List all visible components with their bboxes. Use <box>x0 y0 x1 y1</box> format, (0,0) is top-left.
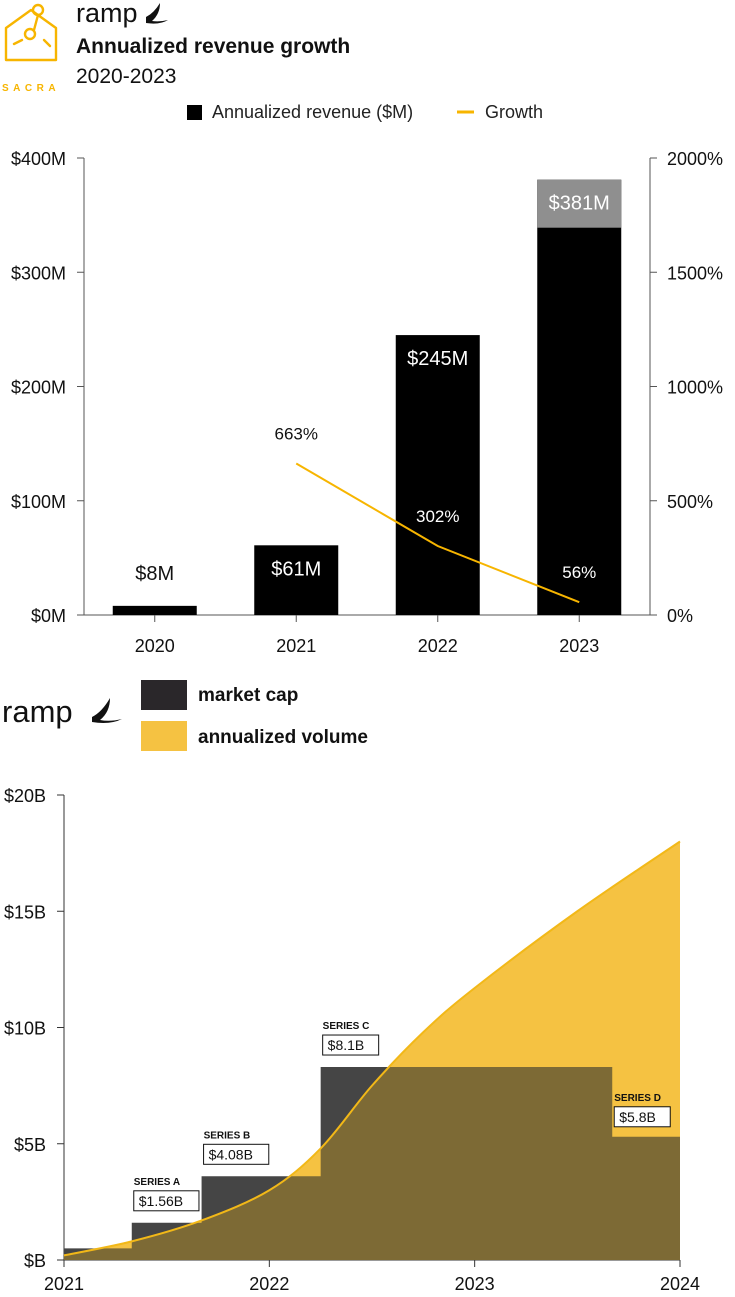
funding-round-label: SERIES D <box>614 1093 661 1104</box>
funding-value-label: $5.8B <box>619 1109 656 1125</box>
funding-value-box <box>322 1034 380 1056</box>
legend-swatch-volume <box>141 721 187 751</box>
legend-label-revenue: Annualized revenue ($M) <box>212 102 413 122</box>
y-tick-label: $5B <box>14 1135 46 1155</box>
funding-value-box <box>613 1106 671 1128</box>
volume-line <box>63 840 681 1257</box>
y-tick-label: $10B <box>4 1019 46 1039</box>
market-cap-chart: $B $5B $10B $15B $20B 2021 2022 2023 2024 SERIES … <box>4 786 700 1294</box>
legend-swatch-revenue <box>187 105 202 120</box>
x-tick-label: 2022 <box>249 1274 289 1294</box>
legend-label-growth: Growth <box>485 102 543 122</box>
y-tick-label-left: $200M <box>11 378 66 398</box>
sacra-logo: SACRA <box>2 3 60 94</box>
y-tick-label-right: 1000% <box>667 378 723 398</box>
y-tick-label: $20B <box>4 786 46 806</box>
x-tick-label: 2020 <box>135 636 175 656</box>
growth-data-label: 56% <box>562 563 596 582</box>
revenue-data-label: $61M <box>271 558 321 580</box>
legend-label-market-cap: market cap <box>198 685 298 706</box>
y-tick-label-right: 0% <box>667 606 693 626</box>
sacra-wordmark: SACRA <box>2 83 60 94</box>
sacra-house-icon <box>4 3 58 62</box>
company-name-2: ramp <box>2 694 73 729</box>
x-tick-label: 2023 <box>559 636 599 656</box>
legend-label-volume: annualized volume <box>198 727 368 748</box>
funding-round-label: SERIES B <box>204 1130 251 1141</box>
ramp-logo-icon-2 <box>92 698 122 723</box>
y-tick-label-left: $0M <box>31 606 66 626</box>
revenue-bar <box>254 545 339 615</box>
revenue-bar <box>537 179 622 615</box>
funding-value-box <box>133 1190 200 1212</box>
funding-value-box <box>203 1143 270 1165</box>
y-tick-label: $B <box>24 1251 46 1271</box>
chart-subtitle: 2020-2023 <box>76 65 176 88</box>
x-tick-label: 2024 <box>660 1274 700 1294</box>
funding-round-label: SERIES A <box>134 1177 180 1188</box>
funding-round-label: SERIES C <box>323 1021 370 1032</box>
y-tick-label-right: 2000% <box>667 149 723 169</box>
growth-data-label: 302% <box>416 507 459 526</box>
funding-value-label: $4.08B <box>209 1146 253 1162</box>
y-tick-label-left: $100M <box>11 492 66 512</box>
y-tick-label: $15B <box>4 902 46 922</box>
y-tick-label-right: 500% <box>667 492 713 512</box>
growth-line <box>295 462 580 604</box>
x-tick-label: 2021 <box>276 636 316 656</box>
funding-value-label: $8.1B <box>328 1037 365 1053</box>
revenue-bar <box>112 605 197 615</box>
x-tick-label: 2023 <box>455 1274 495 1294</box>
legend-swatch-market-cap <box>141 680 187 710</box>
y-tick-label-right: 1500% <box>667 263 723 283</box>
revenue-chart: $0M $100M $200M $300M $400M 0% 500% 1000% 1500% 2… <box>11 149 723 656</box>
revenue-bar <box>395 335 480 615</box>
funding-value-label: $1.56B <box>139 1193 183 1209</box>
revenue-data-label: $245M <box>407 348 468 370</box>
revenue-data-label: $8M <box>135 563 174 585</box>
revenue-data-label: $381M <box>549 193 610 215</box>
revenue-bar-highlight <box>537 179 622 228</box>
y-tick-label-left: $400M <box>11 149 66 169</box>
overlap-area <box>64 1067 680 1260</box>
chart-title: Annualized revenue growth <box>76 35 350 58</box>
x-tick-label: 2021 <box>44 1274 84 1294</box>
growth-data-label: 663% <box>275 425 318 444</box>
y-tick-label-left: $300M <box>11 263 66 283</box>
ramp-logo-icon <box>146 3 168 24</box>
x-tick-label: 2022 <box>418 636 458 656</box>
company-name: ramp <box>76 0 138 28</box>
